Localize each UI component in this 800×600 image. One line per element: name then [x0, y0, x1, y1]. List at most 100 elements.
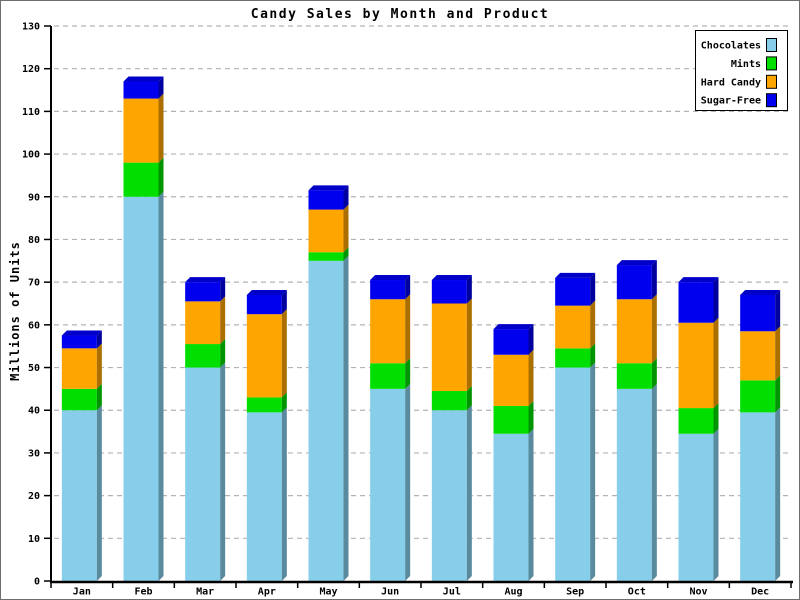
segment-side-face: [528, 428, 534, 581]
y-tick-label-80: 80: [28, 235, 40, 246]
segment-mints: [493, 405, 529, 434]
bar-jul: [431, 275, 472, 581]
segment-side-face: [96, 383, 102, 411]
segment-sugar-free: [431, 280, 467, 304]
segment-side-face: [651, 358, 657, 389]
segment-sugar-free: [616, 265, 652, 300]
segment-side-face: [96, 343, 102, 389]
segment-hard-candy: [185, 301, 221, 345]
segment-chocolates: [493, 433, 529, 581]
legend-item-sugar-free: Sugar-Free: [701, 93, 777, 108]
segment-sugar-free: [123, 81, 159, 99]
segment-chocolates: [246, 412, 282, 581]
segment-side-face: [651, 260, 657, 300]
segment-side-face: [405, 383, 411, 581]
x-tick-label-apr: Apr: [258, 587, 276, 598]
segment-mints: [61, 388, 97, 411]
y-tick-label-0: 0: [34, 577, 40, 588]
x-tick-label-may: May: [319, 587, 337, 598]
segment-chocolates: [616, 388, 652, 581]
segment-side-face: [281, 407, 287, 581]
segment-mints: [246, 397, 282, 413]
segment-top-face: [678, 277, 719, 283]
y-tick-label-70: 70: [28, 278, 40, 289]
bar-jun: [370, 275, 411, 581]
y-tick-label-60: 60: [28, 320, 40, 331]
chart-title: Candy Sales by Month and Product: [250, 7, 550, 22]
legend-swatch-hard-candy: [766, 74, 777, 89]
segment-side-face: [466, 275, 472, 304]
segment-chocolates: [431, 410, 467, 581]
bar-may: [308, 185, 349, 582]
segment-sugar-free: [246, 294, 282, 315]
segment-side-face: [158, 191, 164, 581]
segment-side-face: [528, 324, 534, 355]
segment-side-face: [281, 309, 287, 398]
segment-top-face: [61, 330, 102, 336]
segment-chocolates: [740, 412, 776, 581]
segment-side-face: [158, 157, 164, 197]
bar-dec: [740, 289, 781, 581]
segment-hard-candy: [246, 314, 282, 398]
segment-side-face: [651, 294, 657, 364]
segment-chocolates: [308, 260, 344, 581]
segment-side-face: [343, 204, 349, 253]
segment-hard-candy: [493, 354, 529, 406]
x-tick-label-jun: Jun: [381, 587, 399, 598]
segment-mints: [616, 363, 652, 389]
segment-side-face: [158, 76, 164, 99]
legend-label: Mints: [731, 58, 761, 70]
segment-side-face: [775, 326, 781, 381]
y-tick-label-120: 120: [22, 64, 40, 75]
segment-side-face: [281, 392, 287, 413]
segment-side-face: [651, 383, 657, 581]
segment-hard-candy: [308, 209, 344, 253]
y-tick-label-40: 40: [28, 406, 40, 417]
segment-top-face: [740, 289, 781, 295]
segment-side-face: [343, 247, 349, 261]
y-tick-label-100: 100: [22, 150, 40, 161]
legend-label: Sugar-Free: [701, 96, 761, 107]
segment-side-face: [158, 93, 164, 163]
segment-hard-candy: [740, 331, 776, 381]
segment-side-face: [713, 317, 719, 409]
segment-side-face: [343, 185, 349, 210]
y-tick-label-10: 10: [28, 534, 40, 545]
x-tick-label-jul: Jul: [443, 587, 461, 598]
legend-swatch-sugar-free: [766, 93, 777, 108]
segment-hard-candy: [431, 303, 467, 392]
x-tick-label-aug: Aug: [504, 587, 522, 598]
legend-label: Chocolates: [701, 41, 761, 52]
segment-chocolates: [678, 433, 714, 581]
legend-item-mints: Mints: [731, 56, 777, 71]
segment-hard-candy: [555, 305, 591, 349]
segment-top-face: [246, 289, 287, 295]
segment-top-face: [493, 324, 534, 330]
segment-side-face: [713, 277, 719, 323]
legend-label: Hard Candy: [701, 77, 761, 88]
y-tick-label-50: 50: [28, 363, 40, 374]
y-tick-label-30: 30: [28, 448, 40, 459]
segment-side-face: [590, 272, 596, 306]
bar-oct: [616, 260, 657, 581]
segment-hard-candy: [61, 348, 97, 389]
segment-sugar-free: [61, 335, 97, 349]
segment-side-face: [96, 405, 102, 581]
legend: Chocolates Mints Hard Candy Sugar-Free: [695, 30, 788, 111]
segment-mints: [123, 162, 159, 197]
segment-side-face: [590, 300, 596, 349]
segment-sugar-free: [678, 282, 714, 323]
segment-mints: [431, 391, 467, 411]
bar-apr: [246, 289, 287, 581]
segment-hard-candy: [123, 98, 159, 163]
segment-side-face: [775, 407, 781, 581]
segment-top-face: [431, 275, 472, 281]
segment-top-face: [308, 185, 349, 191]
segment-side-face: [405, 358, 411, 389]
segment-sugar-free: [308, 190, 344, 210]
y-tick-label-90: 90: [28, 192, 40, 203]
segment-top-face: [123, 76, 164, 82]
x-tick-label-mar: Mar: [196, 587, 214, 598]
segment-sugar-free: [493, 329, 529, 355]
